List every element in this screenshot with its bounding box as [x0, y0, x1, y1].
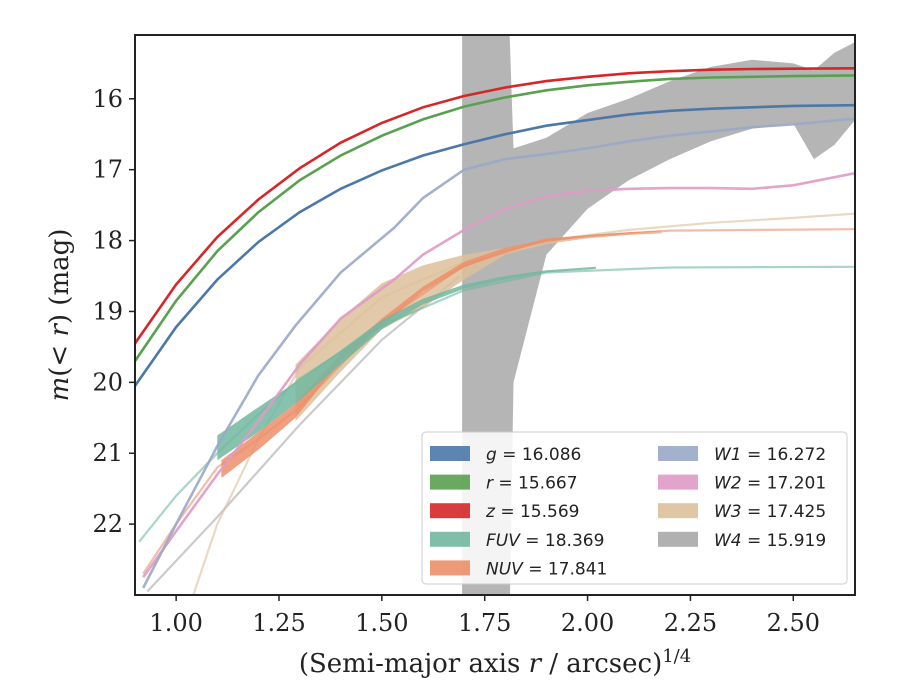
legend-label-fuv: FUV = 18.369 — [486, 531, 604, 551]
legend: g = 16.086 r = 15.667 z = 15.569 FUV = 18.3… — [421, 431, 848, 585]
legend-label-nuv: NUV = 17.841 — [486, 559, 607, 579]
series-w4-extrapolation — [146, 275, 461, 593]
legend-label-w3: W3 = 17.425 — [714, 502, 826, 522]
series-w4-band — [462, 35, 855, 595]
y-tick-label: 16 — [92, 85, 123, 113]
legend-label-g: g = 16.086 — [486, 445, 581, 465]
x-tick-label: 1.75 — [458, 609, 511, 637]
series-z-line — [135, 67, 855, 345]
series-w1-line — [142, 117, 855, 589]
x-axis-label: (Semi-major axis r / arcsec)1/4 — [299, 646, 691, 680]
series-nuv-band — [221, 230, 662, 478]
legend-swatch-w2 — [658, 474, 698, 490]
legend-label-w1: W1 = 16.272 — [714, 445, 826, 465]
axis-ticks: 1.00 1.25 1.50 1.75 2.00 2.25 2.50 16 17 18 19 20 21… — [92, 85, 820, 637]
x-tick-label: 2.00 — [561, 609, 614, 637]
y-tick-label: 20 — [92, 368, 123, 396]
legend-swatch-w4 — [658, 531, 698, 547]
series-g-line — [135, 103, 855, 387]
legend-label-z: z = 15.569 — [485, 502, 579, 522]
y-tick-label: 21 — [92, 439, 123, 467]
y-tick-label: 18 — [92, 227, 123, 255]
y-tick-label: 19 — [92, 297, 123, 325]
x-tick-label: 2.50 — [767, 609, 820, 637]
y-axis-label: m(< r) (mag) — [45, 229, 75, 402]
x-tick-label: 1.00 — [149, 609, 202, 637]
plot-frame — [134, 34, 856, 596]
legend-swatch-w3 — [658, 503, 698, 519]
series-w2-line — [142, 171, 855, 579]
y-tick-label: 22 — [92, 510, 123, 538]
plot-area — [135, 35, 855, 595]
series-w3-band — [295, 232, 662, 422]
legend-box — [421, 431, 848, 585]
legend-swatch-nuv — [430, 560, 470, 576]
legend-swatch-w1 — [658, 446, 698, 461]
x-tick-label: 1.50 — [355, 609, 408, 637]
legend-label-w4: W4 = 15.919 — [714, 531, 826, 551]
y-tick-label: 17 — [92, 156, 123, 184]
legend-swatch-fuv — [430, 531, 470, 547]
legend-swatch-g — [430, 446, 470, 461]
series-r-line — [135, 74, 855, 362]
x-tick-label: 2.25 — [664, 609, 717, 637]
legend-label-w2: W2 = 17.201 — [714, 474, 826, 494]
legend-swatch-z — [430, 503, 470, 519]
legend-label-r: r = 15.667 — [486, 474, 578, 494]
x-tick-label: 1.25 — [252, 609, 305, 637]
legend-swatch-r — [430, 474, 470, 490]
